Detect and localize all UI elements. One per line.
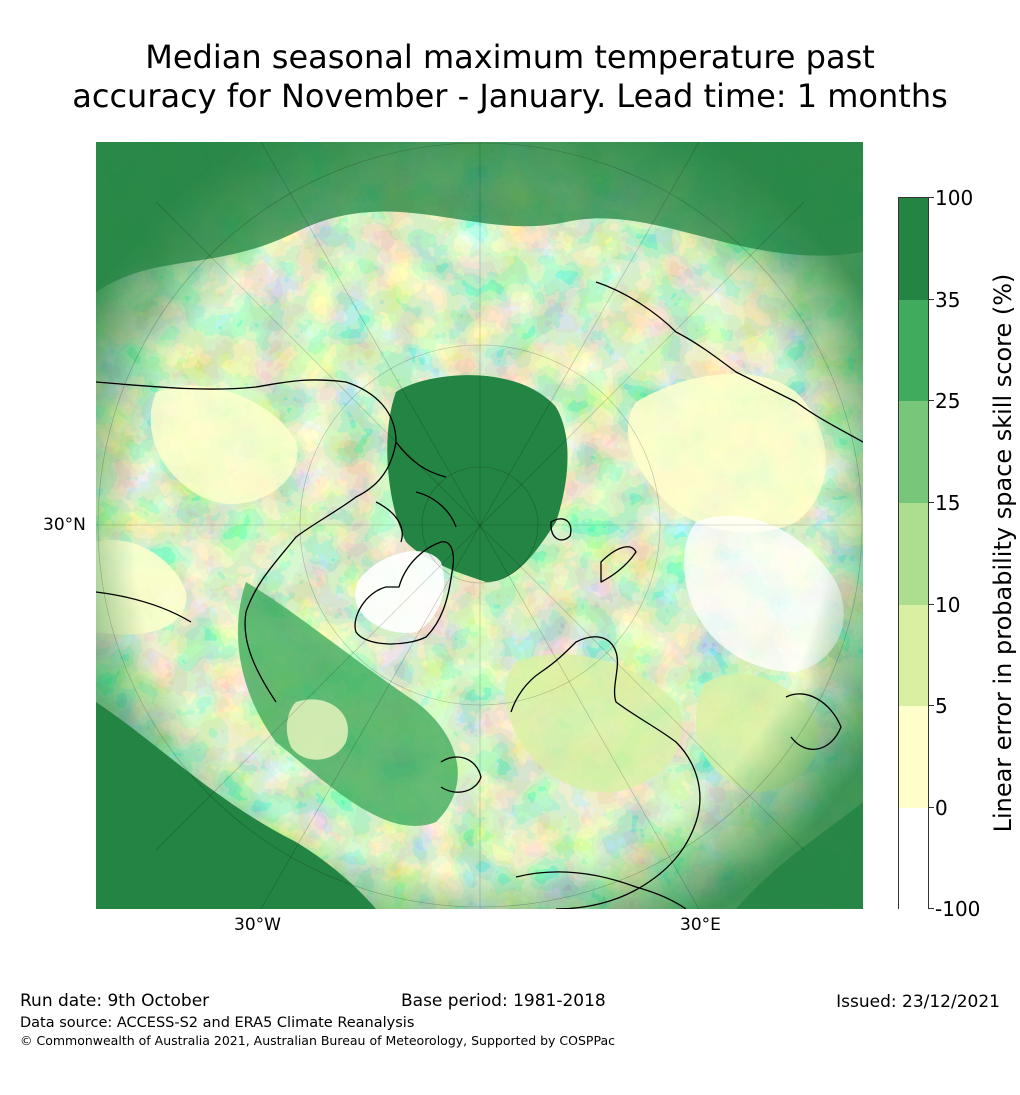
- title-line-1: Median seasonal maximum temperature past: [145, 38, 875, 76]
- colorbar-bin-15-25: [899, 401, 928, 503]
- colorbar-label-5: 5: [935, 694, 948, 718]
- north-america-coast: [96, 379, 397, 703]
- colorbar: [898, 197, 929, 910]
- colorbar-bin-25-35: [899, 300, 928, 401]
- colorbar-label-35: 35: [935, 288, 961, 312]
- colorbar-tick: [929, 400, 934, 401]
- europe-coast: [440, 636, 701, 909]
- latitude-circle: [421, 466, 539, 584]
- mediterranean-coast: [515, 871, 687, 909]
- copyright: © Commonwealth of Australia 2021, Austra…: [20, 1033, 615, 1048]
- chart-title: Median seasonal maximum temperature past…: [0, 38, 1020, 116]
- colorbar-bin-35-100: [899, 198, 928, 300]
- title-line-2: accuracy for November - January. Lead ti…: [72, 77, 948, 115]
- lon-label-30e: 30°E: [680, 915, 721, 935]
- greenland-coast: [354, 541, 455, 645]
- meridian-line: [260, 142, 700, 909]
- colorbar-bin-0-5: [899, 706, 928, 808]
- meridian-line: [155, 201, 805, 851]
- polar-skill-map: [96, 142, 863, 909]
- eurasia-arctic-coast: [595, 281, 863, 443]
- colorbar-tick: [929, 604, 934, 605]
- colorbar-tick: [929, 502, 934, 503]
- colorbar-tick: [929, 908, 934, 909]
- colorbar-bin-neg100-0: [899, 808, 928, 910]
- novaya-zemlya-coast: [600, 546, 637, 583]
- colorbar-tick: [929, 807, 934, 808]
- map-canvas: [96, 142, 863, 909]
- meridian-line: [260, 142, 700, 909]
- colorbar-bin-5-10: [899, 605, 928, 706]
- graticule: [96, 142, 863, 909]
- colorbar-title: Linear error in probability space skill …: [989, 273, 1017, 833]
- canadian-archipelago: [375, 441, 457, 543]
- asia-east-coast: [785, 693, 842, 750]
- issued-date: Issued: 23/12/2021: [836, 992, 1000, 1012]
- colorbar-label-0: 0: [935, 796, 948, 820]
- base-period: Base period: 1981-2018: [401, 991, 606, 1011]
- lat-label-30n: 30°N: [43, 515, 86, 535]
- meridian-line: [155, 201, 805, 851]
- colorbar-bin-10-15: [899, 503, 928, 605]
- colorbar-label-25: 25: [935, 389, 961, 413]
- colorbar-tick: [929, 197, 934, 198]
- run-date: Run date: 9th October: [20, 991, 210, 1011]
- colorbar-label-15: 15: [935, 491, 961, 515]
- colorbar-label-10: 10: [935, 593, 961, 617]
- colorbar-tick: [929, 299, 934, 300]
- colorbar-label-100: 100: [935, 186, 974, 210]
- coastlines: [96, 281, 863, 909]
- latitude-circle: [299, 344, 661, 706]
- data-source: Data source: ACCESS-S2 and ERA5 Climate …: [20, 1015, 415, 1031]
- colorbar-tick: [929, 705, 934, 706]
- colorbar-label-neg100: -100: [935, 897, 981, 921]
- lon-label-30w: 30°W: [234, 915, 281, 935]
- latitude-circle: [97, 142, 863, 908]
- svalbard-coast: [550, 518, 572, 541]
